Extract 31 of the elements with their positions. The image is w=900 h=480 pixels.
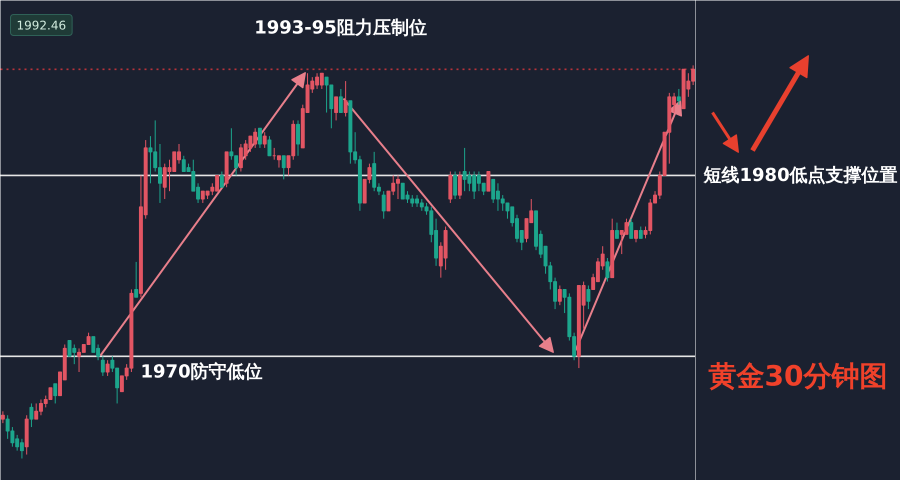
- candlestick: [262, 132, 267, 148]
- ref-line-label: 1970防守低位: [140, 361, 263, 382]
- candlestick: [638, 226, 643, 239]
- candlestick: [106, 360, 110, 376]
- candlestick: [586, 285, 590, 310]
- candlestick: [614, 222, 619, 239]
- candlestick: [220, 171, 224, 188]
- candlestick: [296, 120, 300, 156]
- candlestick: [448, 171, 452, 204]
- candlestick: [0, 410, 5, 424]
- candlestick: [344, 80, 348, 117]
- candlestick: [558, 285, 562, 306]
- candlestick: [29, 402, 34, 428]
- candlestick: [334, 96, 338, 121]
- candlestick: [676, 88, 681, 106]
- candlestick: [453, 171, 458, 200]
- candlestick: [629, 218, 634, 239]
- ref-line-label: 短线1980低点支撑位置: [702, 164, 898, 186]
- candlestick: [486, 171, 490, 192]
- candlestick: [634, 230, 638, 243]
- candlestick: [458, 171, 462, 200]
- candlestick: [382, 190, 386, 220]
- candlestick: [605, 257, 610, 282]
- candlestick: [267, 136, 272, 156]
- candlestick: [338, 88, 343, 114]
- candlestick: [258, 128, 262, 148]
- candlestick: [100, 356, 105, 376]
- text: 黄金30分钟图: [708, 360, 888, 392]
- text: 1992.46: [16, 18, 66, 32]
- candlestick: [134, 261, 138, 298]
- text: 1993-95阻力压制位: [254, 18, 427, 38]
